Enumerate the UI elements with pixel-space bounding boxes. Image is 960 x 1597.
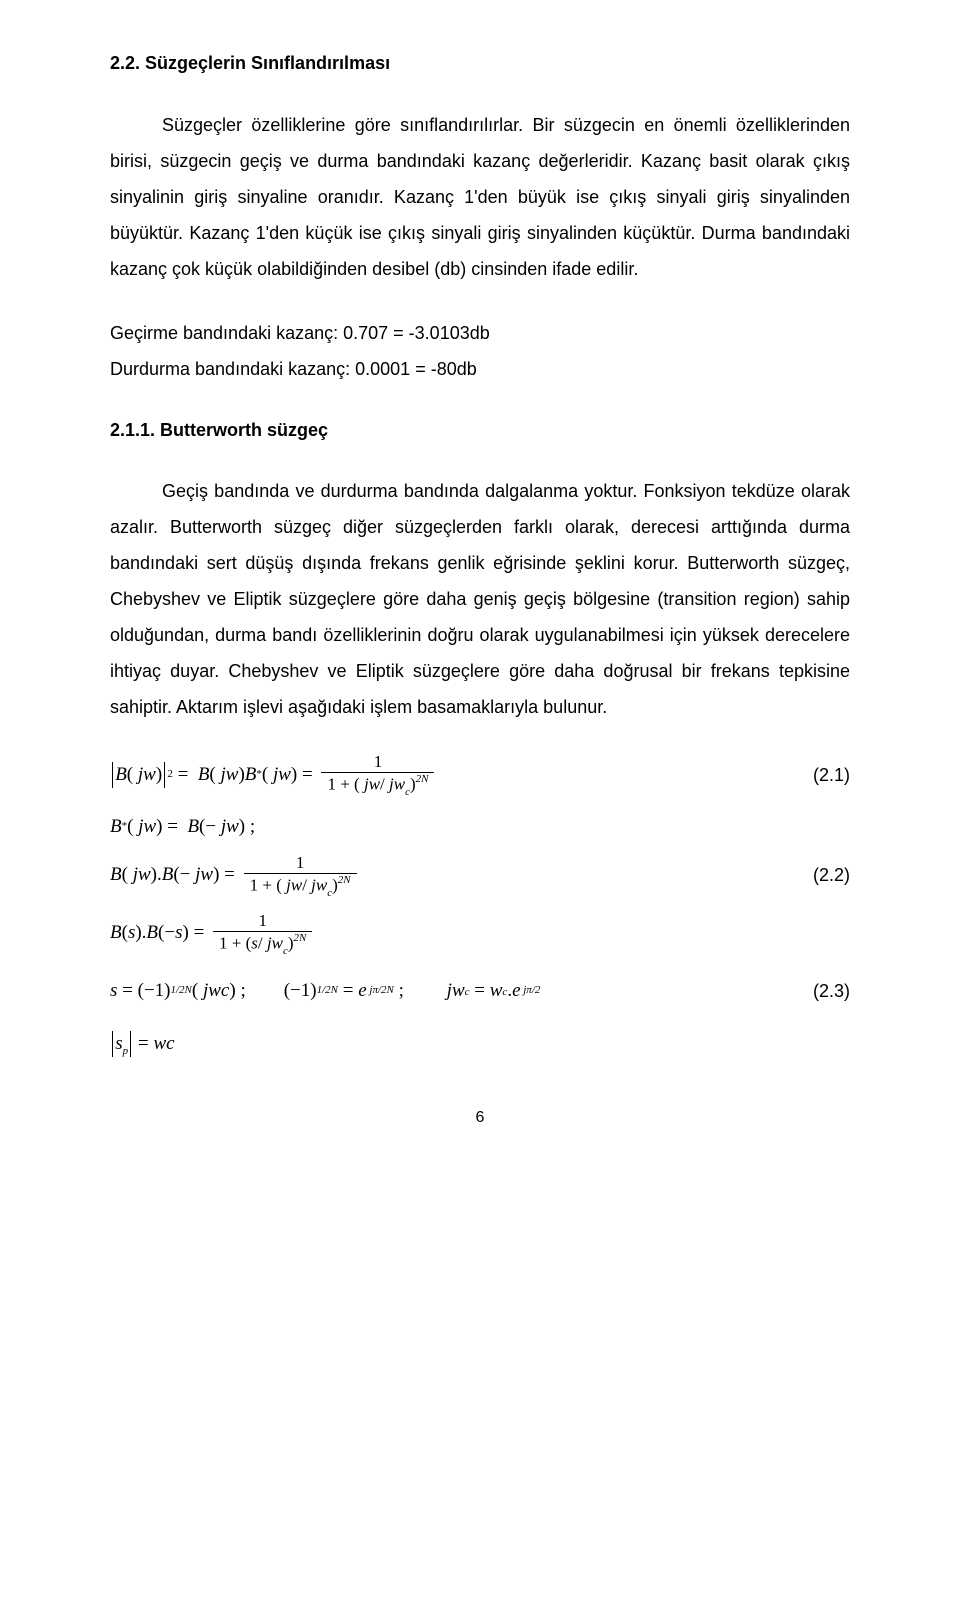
subsection-heading: 2.1.1. Butterworth süzgeç [110, 415, 850, 446]
equation-2-2: B( jw).B(− jw) = 1 1 + ( jw/ jwc)2N (2.2… [110, 854, 850, 898]
equation-2-3: s = (−1)1/2N( jwc) ; (−1)1/2N = e jπ/2N … [110, 970, 850, 1014]
gain-values-block: Geçirme bandındaki kazanç: 0.707 = -3.01… [110, 315, 850, 387]
equation-2-2-body: B( jw).B(− jw) = 1 1 + ( jw/ jwc)2N [110, 854, 361, 898]
equation-bs: B(s).B(−s) = 1 1 + (s/ jwc)2N [110, 912, 850, 956]
equation-2-3-number: (2.3) [813, 976, 850, 1007]
section-paragraph-1: Süzgeçler özelliklerine göre sınıflandır… [110, 107, 850, 287]
equation-2-1-body: B( jw)2 = B( jw)B*( jw) = 1 1 + ( jw/ jw… [110, 753, 438, 797]
page-number: 6 [110, 1104, 850, 1131]
equation-sp: sp = wc [110, 1028, 850, 1060]
stopband-gain-line: Durdurma bandındaki kazanç: 0.0001 = -80… [110, 351, 850, 387]
equation-2-1: B( jw)2 = B( jw)B*( jw) = 1 1 + ( jw/ jw… [110, 753, 850, 797]
equation-2-3-body: s = (−1)1/2N( jwc) ; (−1)1/2N = e jπ/2N … [110, 975, 540, 1007]
subsection-paragraph: Geçiş bandında ve durdurma bandında dalg… [110, 473, 850, 725]
equation-bs-body: B(s).B(−s) = 1 1 + (s/ jwc)2N [110, 912, 316, 956]
equation-sp-body: sp = wc [110, 1028, 175, 1060]
equation-conjugate: B*( jw) = B(− jw) ; [110, 811, 850, 843]
section-heading: 2.2. Süzgeçlerin Sınıflandırılması [110, 48, 850, 79]
equation-2-2-number: (2.2) [813, 860, 850, 891]
equation-2-1-number: (2.1) [813, 760, 850, 791]
equation-conjugate-body: B*( jw) = B(− jw) ; [110, 811, 255, 843]
passband-gain-line: Geçirme bandındaki kazanç: 0.707 = -3.01… [110, 315, 850, 351]
